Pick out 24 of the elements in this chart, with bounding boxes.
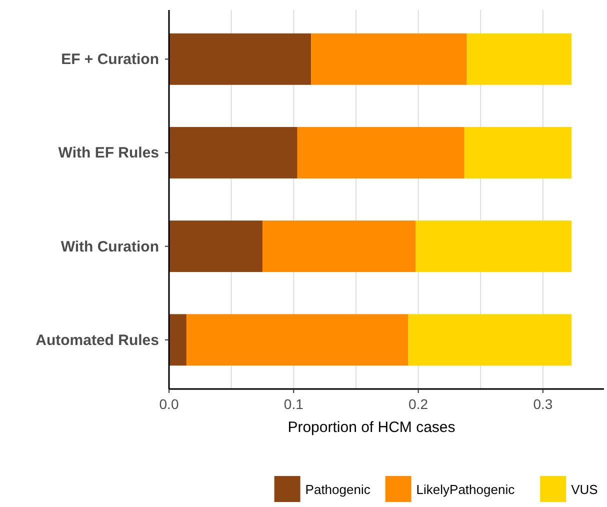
bar	[464, 126, 572, 178]
x-tick-label: 0.2	[408, 396, 428, 412]
x-tick-label: 0.3	[533, 396, 553, 412]
legend-label: Pathogenic	[305, 482, 371, 497]
bar	[297, 126, 464, 178]
y-tick-label: Automated Rules	[36, 332, 159, 349]
x-tick-label: 0.0	[159, 396, 179, 412]
bar	[169, 33, 312, 85]
x-tick-label: 0.1	[284, 396, 304, 412]
bar	[169, 314, 186, 366]
bar	[169, 126, 298, 178]
bar	[416, 220, 572, 272]
x-axis-title: Proportion of HCM cases	[288, 419, 456, 436]
bar	[262, 220, 416, 272]
bar	[311, 33, 467, 85]
bar	[186, 314, 408, 366]
y-tick-label: With Curation	[60, 238, 159, 256]
y-tick-label: With EF Rules	[58, 144, 159, 162]
bar	[169, 220, 262, 272]
legend-label: LikelyPathogenic	[416, 482, 516, 497]
y-tick-label: EF + Curation	[61, 51, 159, 68]
bar	[408, 314, 572, 366]
bar	[466, 33, 572, 85]
legend-label: VUS	[571, 482, 598, 497]
